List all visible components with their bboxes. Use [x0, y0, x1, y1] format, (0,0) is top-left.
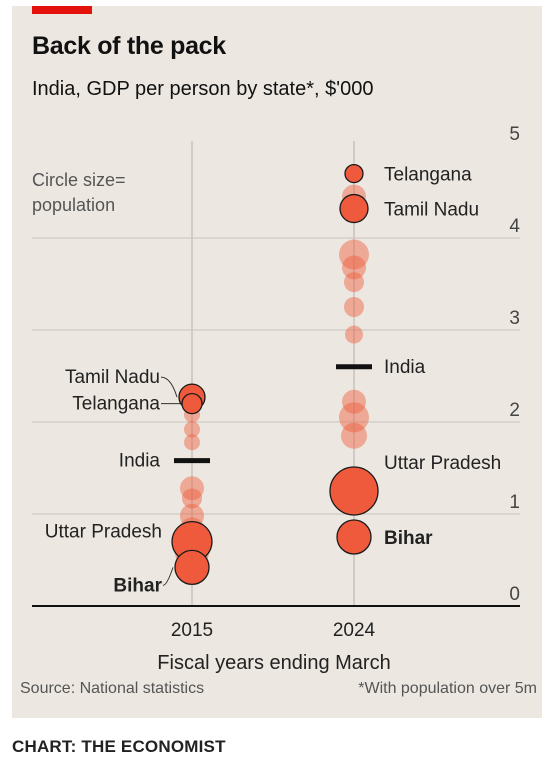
bubble-tamil-nadu: [339, 193, 369, 224]
label-2015-india: India: [119, 451, 161, 472]
bubble: [180, 476, 204, 501]
bubble: [339, 402, 369, 433]
y-tick-label-3: 3: [509, 308, 520, 329]
bubble: [342, 389, 366, 414]
bubble: [342, 255, 366, 280]
bubble-bihar: [336, 519, 372, 555]
leader-line-2015-tamil-nadu: [160, 376, 178, 398]
label-2024-bihar: Bihar: [384, 528, 433, 549]
label-2024-uttar-pradesh: Uttar Pradesh: [384, 453, 501, 474]
footnote: *With population over 5m: [358, 680, 537, 697]
x-axis-label: Fiscal years ending March: [157, 652, 390, 674]
circle-size-note: Circle size= population: [32, 170, 126, 215]
bubble-uttar-pradesh: [329, 466, 379, 516]
bubble: [345, 325, 363, 344]
chart-title: Back of the pack: [32, 32, 226, 60]
y-tick-label-0: 0: [509, 584, 520, 605]
label-2024-tamil-nadu: Tamil Nadu: [384, 200, 479, 221]
label-2015-uttar-pradesh: Uttar Pradesh: [45, 522, 162, 543]
bubble: [344, 297, 364, 317]
source-note: Source: National statistics: [20, 680, 205, 697]
leader-line-2015-bihar: [162, 567, 174, 586]
circle-size-note-line-2: population: [32, 195, 115, 215]
chart-credit: CHART: THE ECONOMIST: [12, 737, 226, 756]
bubble: [339, 239, 369, 270]
brand-red-bar: [32, 6, 92, 14]
circle-size-note-line-1: Circle size=: [32, 170, 126, 190]
label-2024-telangana: Telangana: [384, 165, 472, 186]
state-labels: Tamil Nadu Telangana Uttar Pradesh Bihar Ind…: [45, 165, 501, 597]
label-2015-bihar: Bihar: [113, 575, 162, 596]
y-tick-label-2: 2: [509, 400, 520, 421]
y-tick-label-1: 1: [509, 492, 520, 513]
bubble: [184, 421, 200, 438]
bubble: [180, 503, 204, 528]
bubble: [184, 434, 200, 451]
chart-subtitle: India, GDP per person by state*, $'000: [32, 78, 374, 100]
bubbles: [171, 163, 379, 586]
y-tick-label-4: 4: [509, 216, 520, 237]
x-tick-label-2015: 2015: [171, 620, 213, 641]
bubble-telangana: [181, 392, 203, 415]
label-2024-india: India: [384, 357, 426, 378]
label-2015-telangana: Telangana: [72, 394, 160, 415]
x-tick-label-2024: 2024: [333, 620, 376, 641]
label-2015-tamil-nadu: Tamil Nadu: [65, 367, 160, 388]
y-tick-label-5: 5: [509, 124, 520, 145]
bubble-bihar: [174, 549, 210, 586]
bubble-telangana: [344, 163, 364, 184]
bubble: [344, 272, 364, 293]
bubble: [182, 488, 202, 509]
grid-lines: 0 1 2 3 4 5 2015 2024 Fiscal years ending March: [32, 124, 520, 674]
chart-panel: Back of the pack India, GDP per person b…: [12, 6, 542, 718]
bubble: [341, 422, 367, 449]
